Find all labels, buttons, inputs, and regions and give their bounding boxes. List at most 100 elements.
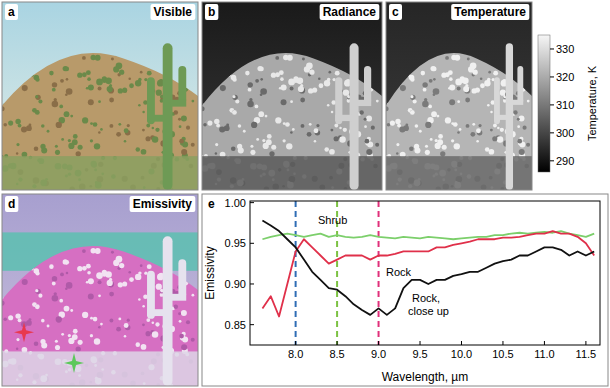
y-tick [250,324,254,325]
speck [256,138,259,141]
speck [359,110,363,114]
speck [138,271,141,274]
speck [40,144,45,149]
speck [40,339,45,344]
speck [159,244,163,248]
speck [219,126,225,132]
speck [333,45,337,49]
speck [129,277,134,282]
speck [73,329,78,334]
speck [86,87,89,90]
speck [267,134,272,139]
speck [55,345,60,350]
panel-frame [2,194,198,386]
speck [487,104,490,107]
panel-label-text: Emissivity [133,197,193,211]
colorbar-tick [550,76,554,77]
speck [443,33,446,36]
speck [129,83,134,88]
speck [410,95,413,98]
speck [396,31,399,34]
speck [87,77,91,81]
speck [64,306,70,312]
speck [297,41,301,45]
speck [181,115,187,121]
speck [98,131,101,134]
speck [71,31,77,37]
speck [524,65,531,72]
speck [517,125,520,128]
speck [451,122,454,125]
speck [468,46,471,49]
colorbar-tick-label: 320 [556,71,574,83]
speck [36,60,41,65]
speck [292,128,295,131]
speck [145,38,149,42]
speck [22,243,27,248]
speck [334,136,339,141]
speck [444,32,450,38]
speck [470,132,475,137]
speck [423,88,427,92]
speck [226,61,229,64]
speck [98,294,101,297]
panel-label: c [389,4,402,20]
speck [335,71,340,76]
speck [487,78,490,81]
speck [100,128,103,131]
speck [142,111,144,113]
speck [410,110,415,115]
speck [249,98,252,101]
series-annotation: Rock,close up [408,292,449,317]
speck [145,230,149,234]
speck [215,75,220,80]
speck [207,121,212,126]
speck [314,31,320,37]
speck [87,50,89,52]
speck [16,152,18,154]
speck [390,121,395,126]
speck [180,241,186,247]
speck [35,95,38,98]
speck [386,74,391,79]
speck [519,149,525,155]
speck [527,100,530,103]
speck [38,294,42,298]
speck [300,98,305,103]
speck [186,320,190,324]
speck [14,242,19,247]
cactus-arm [171,100,187,107]
speck [194,258,198,262]
speck [290,131,293,134]
speck [64,260,69,265]
speck [437,115,440,118]
speck [152,331,159,338]
speck [55,340,58,343]
speck [490,111,492,113]
speck [35,110,40,115]
speck [71,31,75,35]
speck [94,143,100,149]
speck [147,264,152,269]
y-tick-label: 0.85 [225,319,246,331]
speck [255,79,259,83]
speck [35,271,39,275]
speck [111,58,114,61]
speck [182,36,187,41]
y-tick [250,202,254,203]
panel-label: d [5,196,18,212]
speck [16,338,19,341]
speck [55,150,60,155]
speck [76,151,81,156]
speck [290,87,294,91]
speck [284,39,289,44]
x-tick-label: 9.0 [371,348,386,360]
speck [144,255,147,258]
speck [35,289,40,294]
speck [141,149,147,155]
panel-frame [386,2,532,190]
speck [16,224,19,227]
speck [526,78,531,83]
speck [280,50,282,52]
speck [215,143,218,146]
